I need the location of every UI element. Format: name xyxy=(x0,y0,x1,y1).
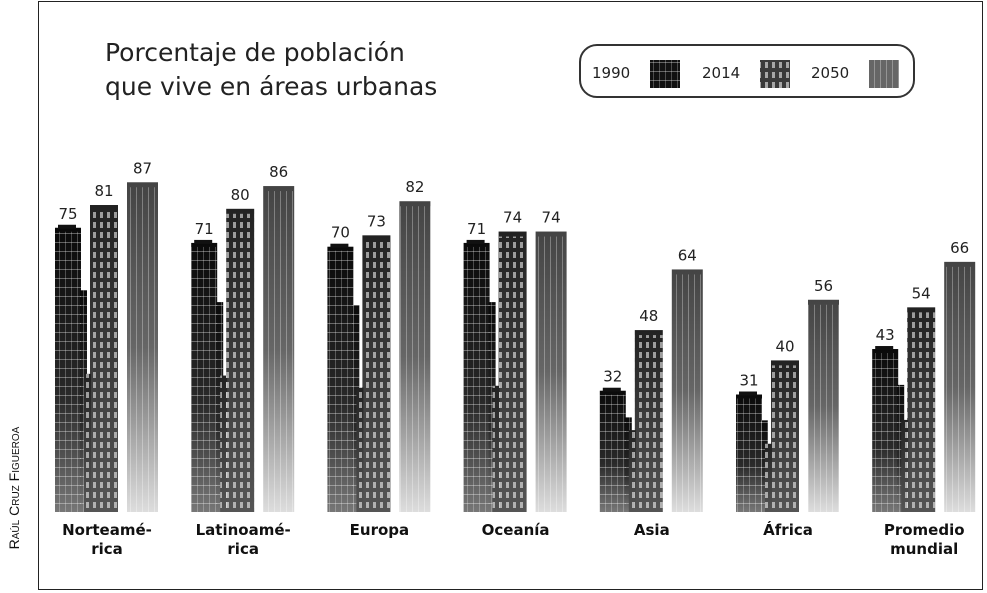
category-label: rica xyxy=(227,540,259,558)
bar-1990-roof xyxy=(466,239,485,244)
title-line-1: Porcentaje de población xyxy=(105,38,405,67)
bar-2050-windows xyxy=(127,187,158,512)
category-label: África xyxy=(763,520,813,539)
value-label-2050: 86 xyxy=(269,163,288,181)
value-label-2014: 81 xyxy=(94,182,113,200)
value-label-2050: 56 xyxy=(814,277,833,295)
bar-1990-roof xyxy=(875,346,894,351)
category-label: Oceanía xyxy=(482,521,550,539)
legend-label-2014: 2014 xyxy=(702,64,740,82)
bar-1990-roof xyxy=(194,239,213,244)
value-label-2050: 64 xyxy=(678,246,697,264)
category-label: Promedio xyxy=(884,521,965,539)
bar-1990-roof xyxy=(602,387,621,392)
bar-2014-annex-windows xyxy=(628,430,636,512)
bar-1990-windows xyxy=(55,231,81,512)
bar-2014-windows xyxy=(498,236,527,513)
value-label-2014: 73 xyxy=(367,212,386,230)
legend-swatch-pattern-2014 xyxy=(760,60,790,88)
bar-2050-windows xyxy=(944,266,976,512)
category-label: Asia xyxy=(634,521,670,539)
bar-2014-annex-windows xyxy=(901,419,909,512)
category-label: Europa xyxy=(350,521,410,539)
value-label-1990: 71 xyxy=(195,220,214,238)
bar-2014-annex-windows xyxy=(220,375,228,512)
bar-1990-roof xyxy=(330,243,349,248)
value-label-2014: 40 xyxy=(775,337,794,355)
bar-1990-annex-windows xyxy=(624,417,632,512)
bar-2050-windows xyxy=(808,304,839,512)
bar-2050-windows xyxy=(399,206,431,512)
legend-swatch-pattern-2050 xyxy=(869,60,899,88)
bar-2014-windows xyxy=(634,335,663,512)
bar-2014-windows xyxy=(362,240,391,512)
value-label-1990: 70 xyxy=(331,224,350,242)
value-label-2014: 54 xyxy=(912,284,931,302)
value-label-1990: 32 xyxy=(603,368,622,386)
legend-label-2050: 2050 xyxy=(811,64,849,82)
value-label-2050: 66 xyxy=(950,239,969,257)
bar-2014-annex-windows xyxy=(765,443,772,512)
value-label-2050: 82 xyxy=(405,178,424,196)
legend-label-1990: 1990 xyxy=(592,64,630,82)
category-label: Norteamé- xyxy=(62,521,152,539)
title-line-2: que vive en áreas urbanas xyxy=(105,72,438,101)
bar-2014-annex-windows xyxy=(356,387,364,512)
value-label-2014: 80 xyxy=(231,186,250,204)
bar-2014-windows xyxy=(226,213,255,513)
bar-1990-annex-windows xyxy=(897,384,905,512)
bar-2014-windows xyxy=(771,365,799,512)
bar-1990-annex-windows xyxy=(80,290,87,512)
bar-1990-annex-windows xyxy=(488,302,496,512)
bar-2014-annex-windows xyxy=(492,385,500,512)
bar-1990-windows xyxy=(872,353,899,512)
value-label-1990: 71 xyxy=(467,220,486,238)
category-label: rica xyxy=(91,540,123,558)
bar-2014-windows xyxy=(907,312,936,512)
value-label-2014: 74 xyxy=(503,209,522,227)
legend-swatch-pattern-1990 xyxy=(650,60,680,88)
bar-2014-windows xyxy=(90,210,118,512)
bar-2014-annex-windows xyxy=(84,373,91,512)
legend xyxy=(579,44,915,98)
bar-1990-windows xyxy=(327,250,354,512)
bar-1990-roof xyxy=(739,391,757,396)
bar-1990-roof xyxy=(58,224,76,229)
category-label: Latinoamé- xyxy=(196,521,291,539)
bar-2050-windows xyxy=(671,274,703,512)
category-label: mundial xyxy=(890,540,958,558)
value-label-1990: 43 xyxy=(876,326,895,344)
chart-frame xyxy=(38,1,983,590)
bar-1990-windows xyxy=(736,398,762,512)
value-label-2014: 48 xyxy=(639,307,658,325)
bar-1990-windows xyxy=(599,394,626,512)
value-label-1990: 31 xyxy=(739,372,758,390)
bar-1990-annex-windows xyxy=(761,420,768,512)
chart-title: Porcentaje de población que vive en área… xyxy=(105,36,437,104)
bar-2050-windows xyxy=(535,236,567,513)
value-label-2050: 87 xyxy=(133,159,152,177)
bar-1990-annex-windows xyxy=(216,302,224,512)
bar-1990-windows xyxy=(191,246,218,512)
value-label-1990: 75 xyxy=(58,205,77,223)
bar-1990-annex-windows xyxy=(352,305,360,512)
value-label-2050: 74 xyxy=(542,209,561,227)
bar-1990-windows xyxy=(463,246,490,512)
bar-2050-windows xyxy=(263,191,295,512)
